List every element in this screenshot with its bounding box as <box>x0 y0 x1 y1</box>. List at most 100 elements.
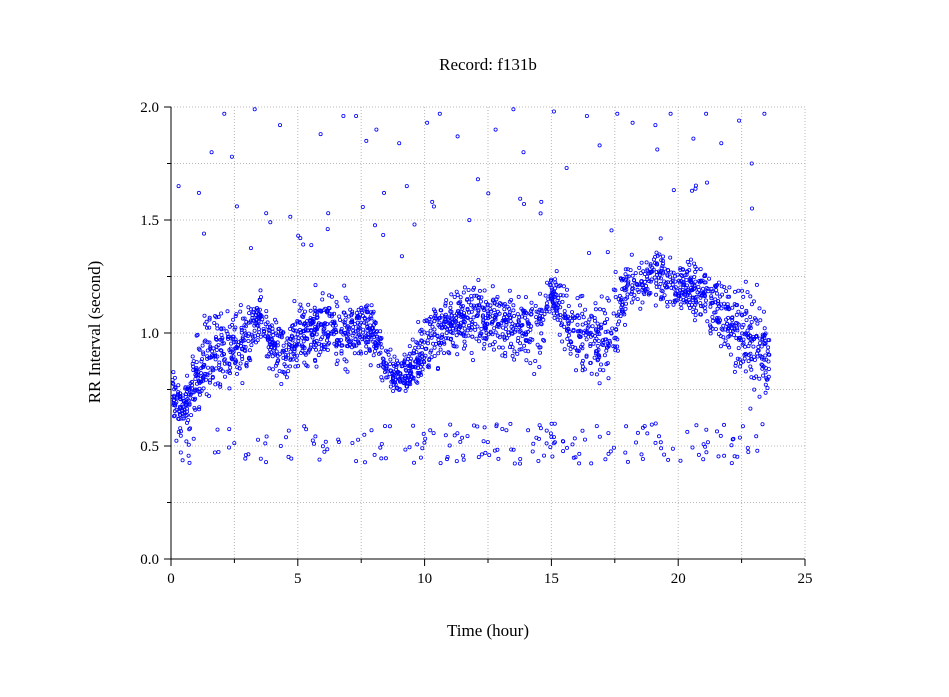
data-point <box>239 354 244 359</box>
data-point <box>448 305 453 310</box>
data-point <box>487 343 492 348</box>
data-point <box>171 381 176 386</box>
data-point <box>271 333 276 338</box>
outlier-point <box>326 211 331 216</box>
data-point <box>598 367 603 372</box>
data-point <box>620 307 625 312</box>
data-point <box>573 345 578 350</box>
data-point <box>180 408 185 413</box>
data-point <box>443 312 448 317</box>
data-point <box>568 339 573 344</box>
data-point <box>191 368 196 373</box>
data-point <box>506 330 511 335</box>
data-point <box>724 306 729 311</box>
data-point <box>292 299 297 304</box>
data-point <box>670 277 675 282</box>
data-point <box>325 335 330 340</box>
data-point <box>192 397 197 402</box>
data-point <box>233 325 238 330</box>
data-point <box>359 310 364 315</box>
data-point <box>375 329 380 334</box>
data-point <box>353 329 358 334</box>
data-point <box>294 358 299 363</box>
data-point <box>178 396 183 401</box>
data-point <box>213 337 218 342</box>
data-point <box>624 424 629 429</box>
data-point <box>172 387 177 392</box>
data-point <box>207 378 212 383</box>
data-point <box>369 316 374 321</box>
data-point <box>518 328 523 333</box>
data-point <box>508 319 513 324</box>
data-point <box>330 323 335 328</box>
data-point <box>187 386 192 391</box>
data-point <box>443 317 448 322</box>
data-point <box>758 318 763 323</box>
data-point <box>687 306 692 311</box>
data-point <box>466 333 471 338</box>
data-point <box>225 369 230 374</box>
data-point <box>336 437 341 442</box>
data-point <box>213 335 218 340</box>
data-point <box>564 327 569 332</box>
data-point <box>393 367 398 372</box>
data-point <box>232 441 237 446</box>
data-point <box>523 295 528 300</box>
data-point <box>702 293 707 298</box>
data-point <box>234 312 239 317</box>
data-point <box>659 266 664 271</box>
data-point <box>283 435 288 440</box>
data-point <box>188 426 193 431</box>
data-point <box>520 308 525 313</box>
data-point <box>264 309 269 314</box>
data-point <box>719 302 724 307</box>
data-point <box>402 352 407 357</box>
data-point <box>592 355 597 360</box>
data-point <box>329 294 334 299</box>
data-point <box>356 340 361 345</box>
data-point <box>287 336 292 341</box>
data-point <box>314 313 319 318</box>
data-point <box>469 293 474 298</box>
data-point <box>206 393 211 398</box>
data-point <box>436 337 441 342</box>
data-point <box>549 421 554 426</box>
data-point <box>315 327 320 332</box>
data-point <box>755 354 760 359</box>
data-point <box>359 305 364 310</box>
data-point <box>439 313 444 318</box>
data-point <box>678 458 683 463</box>
data-point <box>264 434 269 439</box>
data-point <box>599 294 604 299</box>
outlier-point <box>229 154 234 159</box>
data-point <box>455 292 460 297</box>
data-point <box>257 297 262 302</box>
data-point <box>345 298 350 303</box>
data-point <box>637 265 642 270</box>
data-point <box>244 361 249 366</box>
data-point <box>214 347 219 352</box>
data-point <box>291 323 296 328</box>
data-point <box>623 285 628 290</box>
data-point <box>620 309 625 314</box>
data-point <box>354 343 359 348</box>
data-point <box>411 376 416 381</box>
data-point <box>583 307 588 312</box>
data-point <box>551 304 556 309</box>
data-point <box>457 313 462 318</box>
data-point <box>507 345 512 350</box>
data-point <box>483 322 488 327</box>
data-point <box>602 337 607 342</box>
data-point <box>645 431 650 436</box>
data-point <box>495 322 500 327</box>
data-point <box>246 305 251 310</box>
data-point <box>570 344 575 349</box>
data-point <box>172 393 177 398</box>
data-point <box>220 353 225 358</box>
data-point <box>461 310 466 315</box>
data-point <box>653 440 658 445</box>
data-point <box>176 383 181 388</box>
data-point <box>266 328 271 333</box>
data-point <box>615 348 620 353</box>
data-point <box>466 323 471 328</box>
